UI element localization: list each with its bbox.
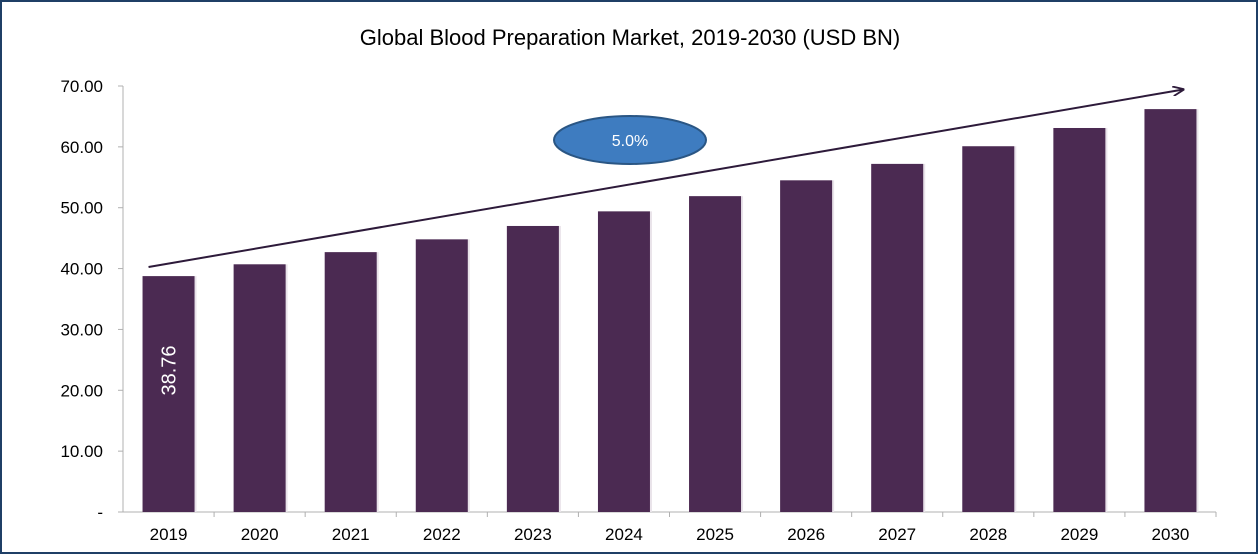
x-tick-label: 2024	[605, 525, 643, 544]
bar	[233, 264, 286, 512]
annotations: 5.0%	[148, 90, 1183, 268]
x-tick-label: 2023	[514, 525, 552, 544]
bar	[415, 239, 468, 513]
x-tick-label: 2028	[969, 525, 1007, 544]
y-tick-label: 20.00	[60, 381, 103, 400]
y-tick-label: 70.00	[60, 77, 103, 96]
x-tick-label: 2025	[696, 525, 734, 544]
chart-title: Global Blood Preparation Market, 2019-20…	[360, 25, 901, 50]
trend-arrow	[148, 90, 1183, 268]
bar	[871, 163, 924, 512]
bar	[324, 252, 377, 512]
bar	[962, 146, 1015, 512]
y-tick-label: 10.00	[60, 442, 103, 461]
y-tick-label: 50.00	[60, 199, 103, 218]
x-tick-label: 2027	[878, 525, 916, 544]
y-axis: - 10.00 20.00 30.00 40.00 50.00 60.00 70.00	[60, 77, 124, 522]
x-tick-label: 2022	[423, 525, 461, 544]
bar	[506, 225, 559, 512]
y-tick-label: 30.00	[60, 320, 103, 339]
x-tick-label: 2030	[1152, 525, 1190, 544]
x-tick-label: 2020	[241, 525, 279, 544]
x-axis: 2019 2020 2021 2022 2023 2024 2025 2026 2027 2028…	[123, 511, 1217, 544]
x-tick-label: 2029	[1060, 525, 1098, 544]
y-tick-label: 40.00	[60, 260, 103, 279]
data-label: 38.76	[159, 345, 181, 395]
cagr-bubble	[553, 115, 707, 165]
bar	[689, 196, 742, 512]
y-tick-label: 60.00	[60, 138, 103, 157]
x-tick-label: 2019	[150, 525, 188, 544]
bars: 38.76	[142, 109, 1199, 513]
x-tick-label: 2026	[787, 525, 825, 544]
cagr-label: 5.0%	[612, 133, 648, 150]
bar	[1144, 109, 1197, 512]
bar	[780, 180, 833, 513]
x-tick-label: 2021	[332, 525, 370, 544]
bar	[1053, 127, 1106, 513]
y-tick-label: -	[97, 503, 103, 522]
bar	[597, 211, 650, 512]
bar	[142, 276, 195, 512]
